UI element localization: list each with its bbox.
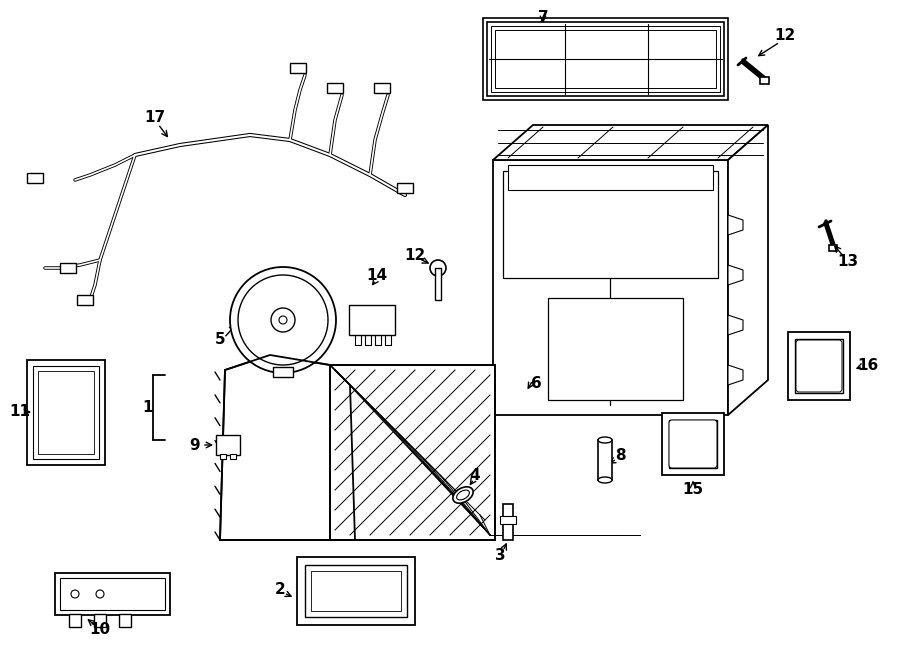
Bar: [290, 63, 306, 73]
Bar: [77, 295, 93, 305]
Bar: [27, 360, 105, 465]
Text: 15: 15: [682, 483, 704, 498]
Bar: [311, 571, 401, 611]
Bar: [60, 578, 165, 610]
Ellipse shape: [456, 490, 470, 500]
Ellipse shape: [598, 477, 612, 483]
Polygon shape: [728, 215, 743, 235]
Polygon shape: [728, 315, 743, 335]
Bar: [491, 26, 720, 92]
Bar: [55, 573, 170, 615]
Bar: [829, 245, 837, 251]
Text: 5: 5: [215, 332, 225, 348]
Bar: [216, 435, 240, 455]
Polygon shape: [493, 125, 768, 160]
Circle shape: [430, 260, 446, 276]
Text: 12: 12: [774, 28, 796, 42]
Ellipse shape: [453, 486, 473, 503]
Polygon shape: [349, 305, 395, 335]
Text: 1: 1: [143, 401, 153, 416]
Text: 12: 12: [404, 247, 426, 262]
Text: 7: 7: [537, 11, 548, 26]
Text: 16: 16: [858, 358, 878, 373]
Text: 17: 17: [144, 110, 166, 126]
Bar: [435, 268, 441, 300]
Bar: [119, 614, 131, 627]
Bar: [230, 454, 236, 459]
Bar: [38, 371, 94, 454]
Bar: [669, 420, 717, 468]
FancyBboxPatch shape: [669, 420, 717, 468]
Circle shape: [71, 590, 79, 598]
Text: 11: 11: [10, 405, 31, 420]
Bar: [487, 22, 724, 96]
Text: 13: 13: [837, 254, 859, 270]
Bar: [503, 171, 718, 278]
Circle shape: [230, 267, 336, 373]
Bar: [503, 504, 513, 540]
Text: 9: 9: [190, 438, 201, 453]
Circle shape: [271, 308, 295, 332]
Bar: [305, 565, 407, 617]
Bar: [69, 614, 81, 627]
Circle shape: [96, 590, 104, 598]
Text: 6: 6: [531, 375, 542, 391]
Bar: [662, 413, 724, 475]
Circle shape: [238, 275, 328, 365]
Polygon shape: [220, 355, 355, 540]
Polygon shape: [728, 265, 743, 285]
Bar: [327, 83, 343, 93]
Polygon shape: [728, 125, 768, 415]
Polygon shape: [728, 365, 743, 385]
Bar: [508, 165, 713, 190]
Bar: [60, 263, 76, 273]
Text: 3: 3: [495, 547, 505, 563]
Bar: [397, 183, 413, 193]
Text: 4: 4: [470, 469, 481, 483]
Bar: [330, 365, 495, 540]
Bar: [598, 440, 612, 480]
Circle shape: [279, 316, 287, 324]
Bar: [273, 367, 293, 377]
Bar: [27, 173, 43, 183]
Bar: [795, 339, 843, 393]
Text: 2: 2: [274, 582, 285, 598]
Ellipse shape: [598, 437, 612, 443]
Bar: [493, 160, 728, 415]
Bar: [548, 298, 683, 400]
Bar: [33, 366, 99, 459]
Bar: [788, 332, 850, 400]
Bar: [94, 614, 106, 627]
Text: 8: 8: [615, 449, 626, 463]
Bar: [483, 18, 728, 100]
Bar: [220, 454, 226, 459]
Bar: [495, 30, 716, 88]
Text: 14: 14: [366, 268, 388, 282]
Bar: [297, 557, 415, 625]
Text: 10: 10: [89, 623, 111, 637]
Bar: [500, 516, 516, 524]
Bar: [330, 365, 495, 540]
FancyBboxPatch shape: [796, 340, 842, 392]
Bar: [374, 83, 390, 93]
Bar: [760, 77, 769, 84]
